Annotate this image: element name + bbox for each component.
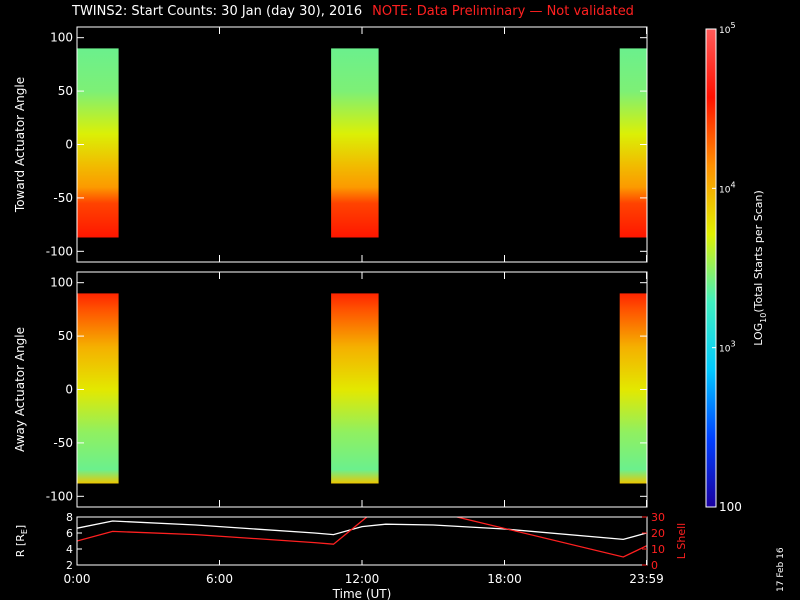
time-tick-label: 6:00: [206, 572, 233, 586]
toward-ytick-label: -50: [53, 191, 73, 205]
away-ytick-label: 50: [58, 329, 73, 343]
toward-ytick-label: -100: [46, 244, 73, 258]
toward-data-block-3: [619, 48, 647, 238]
time-tick-label: 23:59: [629, 572, 664, 586]
away-ytick-label: -100: [46, 489, 73, 503]
orbit-ytick-left-label: 2: [66, 559, 73, 572]
orbit-ytick-left-label: 4: [66, 543, 73, 556]
heatmap-layer: [77, 28, 717, 508]
orbit-panel-frame: [76, 516, 648, 566]
orbit-ytick-left-label: 8: [66, 511, 73, 524]
orbit-ytick-right-label: 0: [651, 559, 658, 572]
toward-ytick-label: 100: [50, 31, 73, 45]
orbit-ytick-right-label: 10: [651, 543, 665, 556]
title-text: TWINS2: Start Counts: 30 Jan (day 30), 2…: [72, 4, 363, 19]
preliminary-note: NOTE: Data Preliminary — Not validated: [372, 4, 634, 19]
away-data-block-3: [619, 293, 647, 484]
time-tick-label: 0:00: [64, 572, 91, 586]
colorbar-tick-label: 104: [719, 180, 736, 195]
orbit-lines: [77, 517, 647, 558]
orbit-ylabel-right: L Shell: [675, 523, 688, 559]
away-data-block-1: [77, 293, 119, 484]
time-tick-label: 12:00: [345, 572, 380, 586]
axes-layer: [76, 26, 716, 566]
colorbar-label: LOG10(Total Starts per Scan): [752, 190, 768, 346]
time-axis-label: Time (UT): [332, 587, 392, 600]
orbit-ylabel-left: R [RE]: [14, 525, 29, 557]
toward-ytick-label: 0: [65, 138, 73, 152]
orbit-ytick-left-label: 6: [66, 527, 73, 540]
away-data-block-2: [331, 293, 379, 484]
colorbar: [705, 28, 717, 508]
orbit-ytick-right-label: 30: [651, 511, 665, 524]
series-r: [77, 520, 647, 541]
toward-data-block-1: [77, 48, 119, 238]
colorbar-tick-label: 103: [719, 340, 736, 355]
away-ytick-label: 100: [50, 276, 73, 290]
toward-ylabel: Toward Actuator Angle: [13, 77, 27, 213]
toward-ytick-label: 50: [58, 84, 73, 98]
toward-data-block-2: [331, 48, 379, 238]
colorbar-tick-label: 105: [719, 21, 736, 36]
colorbar-tick-label: 100: [719, 500, 742, 514]
away-ytick-label: -50: [53, 436, 73, 450]
away-ytick-label: 0: [65, 383, 73, 397]
orbit-ytick-right-label: 20: [651, 527, 665, 540]
away-ylabel: Away Actuator Angle: [13, 327, 27, 452]
plot-title: TWINS2: Start Counts: 30 Jan (day 30), 2…: [72, 4, 634, 19]
line-layer: [77, 517, 647, 558]
series-l-shell: [77, 517, 647, 558]
time-tick-label: 18:00: [487, 572, 522, 586]
